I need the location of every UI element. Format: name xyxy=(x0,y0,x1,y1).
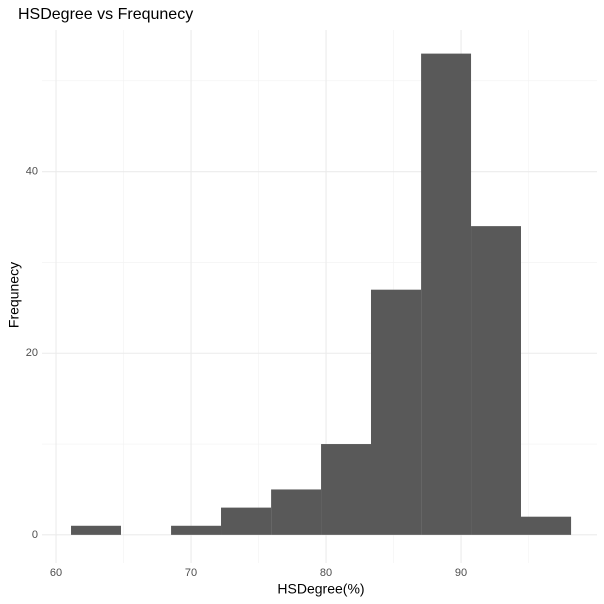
x-axis-label: HSDegree(%) xyxy=(277,581,364,597)
x-tick-label: 80 xyxy=(320,567,332,579)
bar xyxy=(520,516,572,535)
bar xyxy=(171,525,222,535)
x-tick-label: 60 xyxy=(50,567,62,579)
bar xyxy=(71,525,121,535)
y-tick-label: 20 xyxy=(26,347,38,359)
bar xyxy=(321,444,372,535)
bar xyxy=(271,489,322,535)
y-tick-label: 40 xyxy=(26,166,38,178)
bar xyxy=(371,289,422,535)
bar xyxy=(471,226,521,535)
y-axis-label: Frequnecy xyxy=(6,262,22,328)
bar xyxy=(421,53,472,535)
x-tick-label: 90 xyxy=(455,567,467,579)
y-tick-label: 0 xyxy=(32,529,38,541)
chart-title: HSDegree vs Frequnecy xyxy=(18,6,193,23)
x-tick-label: 70 xyxy=(185,567,197,579)
bar xyxy=(221,507,272,535)
